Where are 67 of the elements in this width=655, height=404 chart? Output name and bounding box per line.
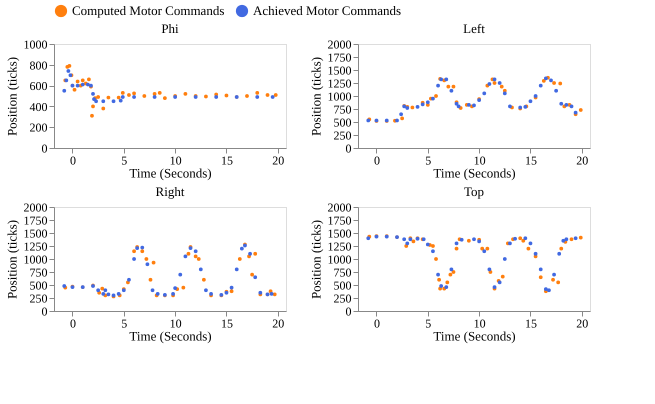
chart-title: Left bbox=[463, 21, 486, 36]
x-tick-label: 0 bbox=[70, 154, 76, 168]
chart-title: Top bbox=[464, 184, 484, 199]
y-tick-label: 0 bbox=[42, 304, 48, 318]
y-tick-label: 1750 bbox=[328, 214, 352, 228]
y-tick-label: 2000 bbox=[24, 200, 48, 214]
y-axis-title: Position (ticks) bbox=[308, 56, 324, 136]
x-tick-label: 5 bbox=[425, 154, 432, 168]
x-tick-label: 20 bbox=[576, 154, 588, 168]
x-axis-title: Time (Seconds) bbox=[129, 166, 212, 180]
x-tick-label: 20 bbox=[576, 316, 588, 330]
y-tick-label: 200 bbox=[30, 120, 48, 135]
y-axis-title: Position (ticks) bbox=[4, 220, 20, 300]
x-tick-label: 20 bbox=[272, 316, 284, 330]
y-tick-label: 250 bbox=[334, 292, 352, 306]
x-tick-label: 10 bbox=[170, 316, 182, 330]
x-tick-label: 10 bbox=[474, 316, 486, 330]
y-tick-label: 1250 bbox=[328, 240, 352, 254]
y-tick-label: 1000 bbox=[328, 252, 352, 266]
x-tick-label: 10 bbox=[474, 154, 486, 168]
y-tick-label: 1000 bbox=[24, 38, 48, 52]
x-tick-label: 15 bbox=[524, 154, 537, 168]
y-tick-label: 1000 bbox=[24, 252, 48, 266]
y-tick-label: 500 bbox=[334, 278, 352, 292]
y-tick-label: 1500 bbox=[24, 226, 48, 240]
y-tick-label: 2000 bbox=[328, 38, 352, 52]
chart-title: Phi bbox=[161, 21, 180, 36]
x-tick-label: 10 bbox=[170, 154, 182, 168]
chart-title: Right bbox=[156, 184, 185, 199]
y-axis-title: Position (ticks) bbox=[4, 56, 20, 136]
y-tick-label: 0 bbox=[42, 142, 48, 156]
x-axis-title: Time (Seconds) bbox=[433, 166, 516, 180]
x-tick-label: 0 bbox=[374, 316, 380, 330]
x-axis-title: Time (Seconds) bbox=[129, 328, 212, 344]
y-tick-label: 1750 bbox=[24, 214, 48, 228]
y-tick-label: 0 bbox=[346, 142, 352, 156]
x-tick-label: 0 bbox=[70, 316, 76, 330]
y-tick-label: 250 bbox=[334, 128, 352, 142]
y-tick-label: 1500 bbox=[328, 226, 352, 240]
legend-label: Achieved Motor Commands bbox=[253, 3, 402, 18]
y-tick-label: 750 bbox=[334, 102, 352, 116]
x-tick-label: 5 bbox=[425, 316, 432, 330]
y-tick-label: 250 bbox=[30, 292, 48, 306]
x-tick-label: 20 bbox=[272, 154, 284, 168]
y-tick-label: 600 bbox=[30, 79, 48, 94]
y-axis-title: Position (ticks) bbox=[308, 220, 324, 300]
y-tick-label: 800 bbox=[30, 58, 48, 72]
legend-label: Computed Motor Commands bbox=[72, 3, 224, 18]
y-tick-label: 750 bbox=[334, 266, 352, 280]
y-tick-label: 1250 bbox=[328, 76, 352, 90]
y-tick-label: 1000 bbox=[328, 90, 352, 104]
x-tick-label: 15 bbox=[220, 316, 233, 330]
y-tick-label: 2000 bbox=[328, 200, 352, 214]
x-tick-label: 5 bbox=[121, 316, 128, 330]
y-tick-label: 1500 bbox=[328, 64, 352, 78]
y-tick-label: 400 bbox=[30, 100, 48, 114]
x-tick-label: 15 bbox=[524, 316, 537, 330]
x-tick-label: 15 bbox=[220, 154, 233, 168]
x-tick-label: 0 bbox=[374, 154, 380, 168]
y-tick-label: 500 bbox=[334, 116, 352, 130]
y-tick-label: 750 bbox=[30, 266, 48, 280]
y-tick-label: 1250 bbox=[24, 240, 48, 254]
y-tick-label: 0 bbox=[346, 304, 352, 318]
x-tick-label: 5 bbox=[121, 154, 128, 168]
y-tick-label: 1750 bbox=[328, 50, 352, 64]
x-axis-title: Time (Seconds) bbox=[433, 328, 516, 344]
y-tick-label: 500 bbox=[30, 278, 48, 292]
